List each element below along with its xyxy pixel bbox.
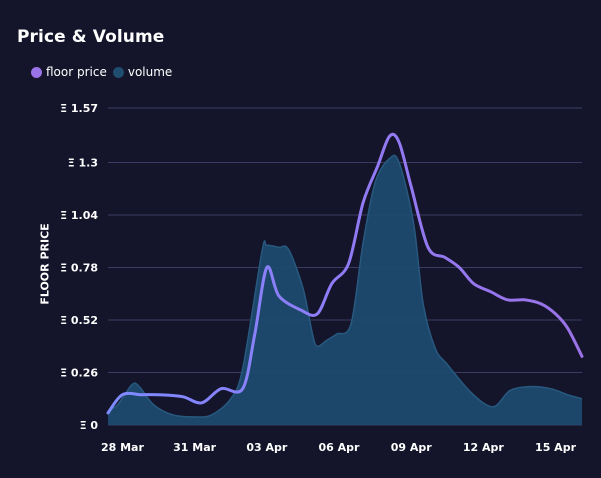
x-tick-label: 15 Apr xyxy=(535,441,577,454)
y-tick-label: Ξ 1.57 xyxy=(60,102,98,115)
floor-price-series xyxy=(106,132,584,415)
x-tick-label: 31 Mar xyxy=(173,441,217,454)
volume-legend-marker xyxy=(112,66,124,78)
floor-price-line xyxy=(106,132,584,415)
x-tick-label: 06 Apr xyxy=(319,441,361,454)
x-axis-ticks: 28 Mar 31 Mar 03 Apr 06 Apr 09 Apr 12 Apr 15 A… xyxy=(101,441,577,454)
volume-line xyxy=(107,154,583,418)
y-tick-label: Ξ 0.52 xyxy=(60,314,98,327)
legend-item-volume[interactable]: volume xyxy=(112,65,173,79)
chart-legend: floor price volume xyxy=(31,65,178,79)
x-tick-label: 28 Mar xyxy=(101,441,145,454)
legend-label-volume: volume xyxy=(127,65,173,79)
y-tick-label: Ξ 0.26 xyxy=(60,367,98,380)
volume-series xyxy=(107,154,583,426)
legend-item-floor-price[interactable]: floor price xyxy=(31,65,107,79)
x-tick-label: 03 Apr xyxy=(246,441,288,454)
y-axis-ticks: Ξ 0 Ξ 0.26 Ξ 0.52 Ξ 0.78 Ξ 1.04 Ξ 1.3 Ξ 1.57 xyxy=(60,102,98,432)
y-tick-label: Ξ 0.78 xyxy=(60,262,98,275)
y-tick-label: Ξ 1.04 xyxy=(60,209,98,222)
y-tick-label: Ξ 1.3 xyxy=(68,157,98,170)
x-tick-label: 09 Apr xyxy=(391,441,433,454)
x-tick-label: 12 Apr xyxy=(463,441,505,454)
floor-price-legend-marker xyxy=(31,66,42,78)
chart-title: Price & Volume xyxy=(17,27,165,47)
y-tick-label: Ξ 0 xyxy=(80,419,99,432)
legend-label-floor-price: floor price xyxy=(46,65,107,79)
volume-area xyxy=(108,155,582,426)
